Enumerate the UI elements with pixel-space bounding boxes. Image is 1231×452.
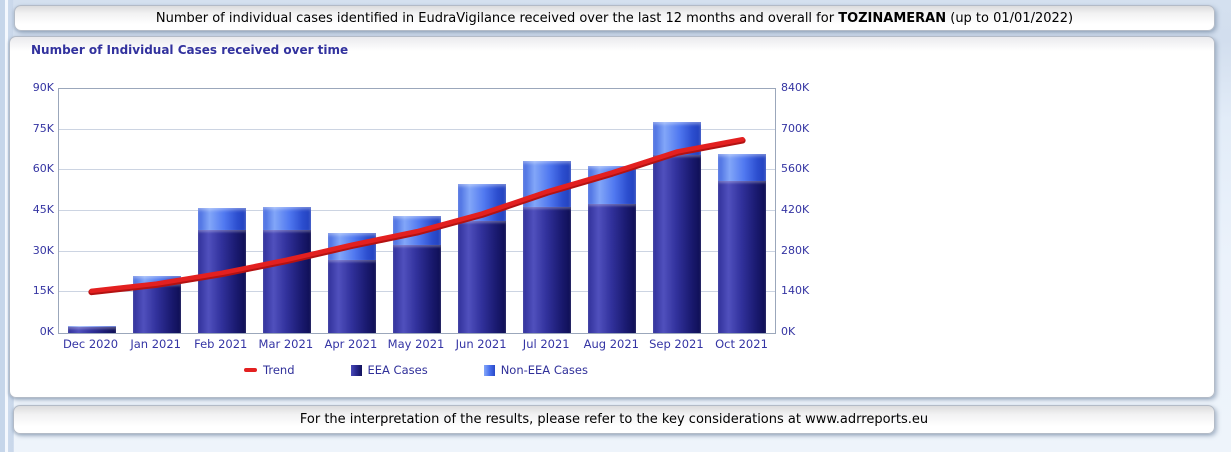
x-axis-label: Jun 2021: [455, 337, 507, 351]
legend-label-non-eea: Non-EEA Cases: [500, 363, 588, 377]
eea-bar-segment[interactable]: [523, 206, 572, 333]
right-axis-ticks: 0K 140K 280K 420K 560K 700K 840K: [781, 81, 829, 338]
x-axis-label: Mar 2021: [258, 337, 314, 351]
axis-tick-label: 0K: [39, 325, 54, 338]
legend-label-eea: EEA Cases: [367, 363, 428, 377]
x-axis-label: Feb 2021: [194, 337, 248, 351]
x-axis-label: Oct 2021: [715, 337, 768, 351]
x-axis-label: Sep 2021: [649, 337, 704, 351]
axis-tick-label: 700K: [781, 121, 810, 135]
footer-text: For the interpretation of the results, p…: [299, 412, 929, 427]
eea-bar-segment[interactable]: [262, 229, 311, 333]
drug-name: TOZINAMERAN: [838, 10, 947, 26]
eea-bar-segment[interactable]: [458, 220, 507, 333]
axis-tick-label: 560K: [781, 162, 810, 176]
axis-tick-label: 140K: [781, 284, 810, 298]
non-eea-bar-segment[interactable]: [132, 276, 181, 285]
footer-panel: For the interpretation of the results, p…: [13, 405, 1215, 434]
axis-tick-label: 75K: [32, 121, 54, 135]
non-eea-bar-segment[interactable]: [67, 326, 116, 327]
non-eea-swatch-icon: [483, 364, 495, 376]
gridline: [59, 169, 775, 171]
axis-tick-label: 280K: [781, 243, 810, 257]
axis-tick-label: 840K: [781, 81, 810, 94]
plot-area: [58, 88, 776, 334]
axis-tick-label: 60K: [32, 162, 54, 176]
x-axis-label: Jan 2021: [130, 337, 181, 351]
axis-tick-label: 420K: [781, 203, 810, 216]
x-axis-label: Apr 2021: [324, 337, 378, 351]
legend-item-non-eea: Non-EEA Cases: [483, 363, 588, 377]
eea-bar-segment[interactable]: [132, 284, 181, 333]
chart-title: Number of Individual Cases received over…: [31, 43, 349, 57]
axis-tick-label: 90K: [32, 81, 54, 94]
eea-bar-segment[interactable]: [718, 181, 767, 333]
gridline: [59, 210, 775, 211]
non-eea-bar-segment[interactable]: [197, 208, 246, 230]
axis-tick-label: 45K: [32, 203, 54, 216]
legend-label-trend: Trend: [263, 363, 295, 377]
x-axis-label: May 2021: [387, 337, 445, 351]
x-axis-label: Aug 2021: [583, 337, 639, 351]
x-axis-label: Dec 2020: [62, 337, 119, 351]
eea-bar-segment[interactable]: [67, 326, 116, 333]
trend-line-icon: [244, 368, 258, 372]
x-axis-label: Jul 2021: [522, 337, 570, 351]
gridline: [59, 128, 775, 130]
legend-item-trend: Trend: [244, 363, 295, 377]
eea-bar-segment[interactable]: [393, 244, 441, 333]
trend-chart-layer: [88, 136, 746, 296]
header-text: Number of individual cases identified in…: [156, 11, 1073, 26]
axis-tick-label: 30K: [32, 243, 54, 257]
header-panel: Number of individual cases identified in…: [14, 5, 1215, 31]
axis-tick-label: 15K: [32, 284, 54, 298]
eea-bar-segment[interactable]: [653, 155, 702, 333]
non-eea-bar-segment[interactable]: [262, 206, 311, 230]
chart-panel: Number of Individual Cases received over…: [9, 36, 1215, 398]
legend: Trend EEA Cases Non-EEA Cases: [58, 363, 774, 377]
trend-line: [89, 136, 745, 294]
eea-bar-segment[interactable]: [327, 259, 376, 333]
header-text-suffix: (up to 01/01/2022): [946, 10, 1074, 26]
eea-swatch-icon: [350, 364, 362, 376]
non-eea-bar-segment[interactable]: [718, 154, 767, 182]
left-axis-ticks: 0K 15K 30K 45K 60K 75K 90K: [10, 81, 54, 338]
header-text-prefix: Number of individual cases identified in…: [155, 10, 839, 26]
axis-tick-label: 0K: [781, 325, 796, 338]
eea-bar-segment[interactable]: [197, 229, 246, 333]
eea-bar-segment[interactable]: [588, 204, 637, 333]
legend-item-eea: EEA Cases: [350, 363, 428, 377]
x-axis-labels: Dec 2020 Jan 2021 Feb 2021 Mar 2021 Apr 2021…: [58, 337, 774, 351]
